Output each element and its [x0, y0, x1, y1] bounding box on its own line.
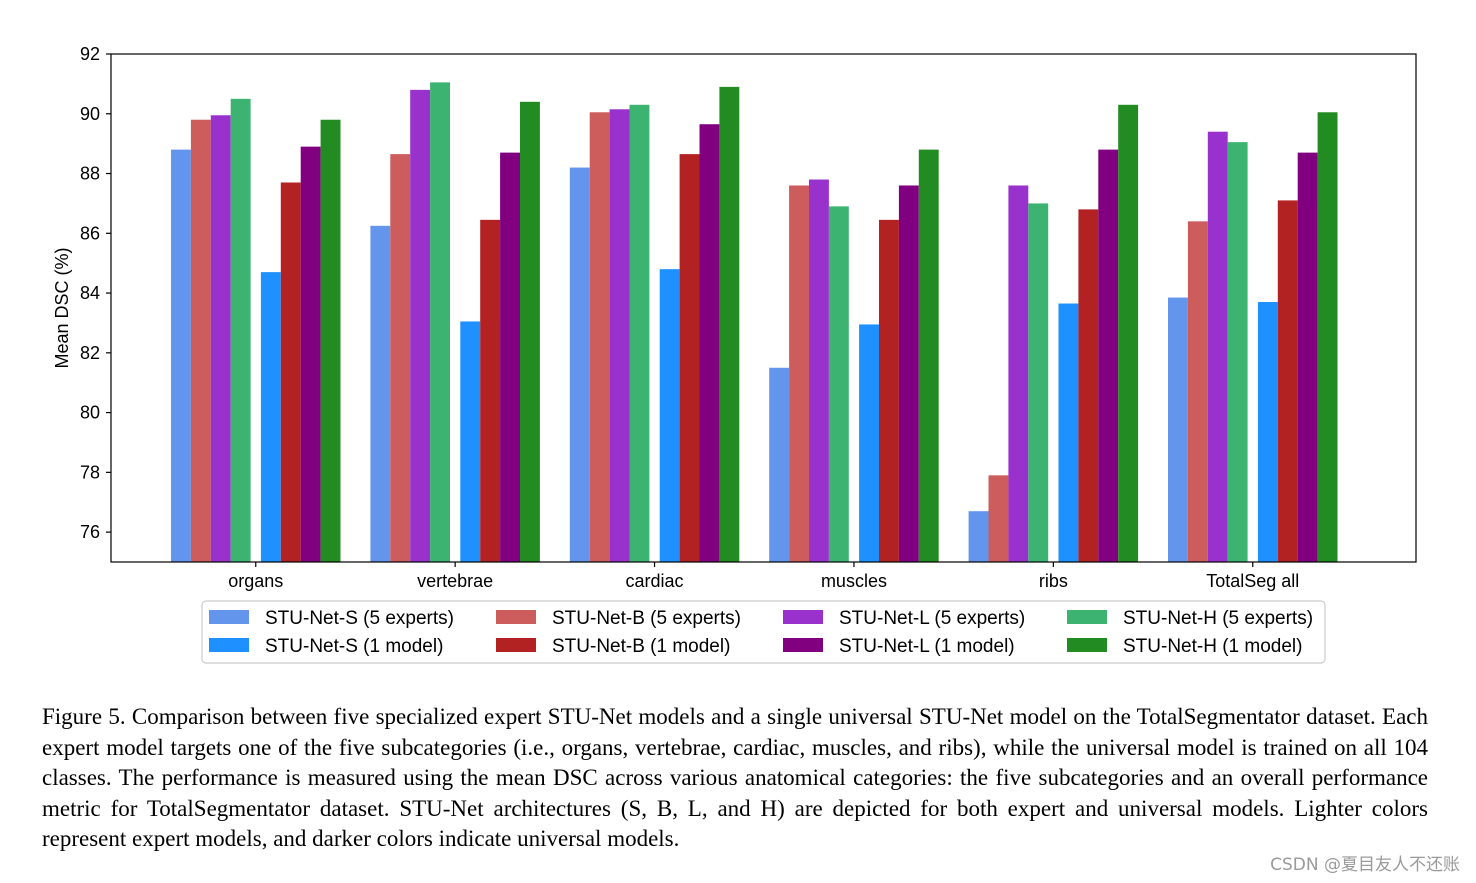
- legend-label: STU-Net-L (5 experts): [839, 608, 1025, 629]
- bar-ribs-series-0: [968, 511, 989, 562]
- legend-swatch: [209, 610, 249, 624]
- plot-frame: [110, 53, 1417, 563]
- bar-vertebrae-series-3: [430, 82, 450, 562]
- bar-muscles-series-5: [879, 219, 899, 562]
- y-tick-label: 84: [80, 283, 100, 303]
- bar-ribs-series-3: [1028, 203, 1049, 562]
- legend-swatch: [1067, 638, 1107, 652]
- bar-cardiac-series-0: [569, 167, 590, 563]
- x-tick-label: organs: [228, 571, 283, 591]
- bar-vertebrae-series-4: [460, 321, 481, 562]
- bar-organs-series-0: [171, 149, 191, 562]
- legend-swatch: [783, 638, 823, 652]
- legend-swatch: [209, 638, 249, 652]
- bar-cardiac-series-7: [719, 86, 740, 563]
- bar-ribs-series-1: [988, 475, 1009, 562]
- bar-ribs-series-2: [1008, 185, 1029, 563]
- legend-swatch: [496, 610, 536, 624]
- x-tick-label: cardiac: [626, 571, 684, 591]
- bar-totalseg-all-series-2: [1207, 131, 1228, 562]
- y-tick-label: 76: [80, 522, 100, 542]
- bar-vertebrae-series-7: [520, 101, 540, 562]
- legend-label: STU-Net-B (5 experts): [552, 608, 741, 629]
- y-axis: 76 78 80 82 84 86 88 90 92: [80, 44, 111, 542]
- bar-organs-series-7: [320, 119, 341, 563]
- bar-muscles-series-7: [918, 149, 939, 562]
- legend-swatch: [496, 638, 536, 652]
- bar-totalseg-all-series-1: [1187, 221, 1208, 562]
- bar-ribs-series-7: [1118, 104, 1139, 563]
- legend-label: STU-Net-H (5 experts): [1123, 608, 1313, 629]
- bar-organs-series-1: [190, 119, 211, 563]
- y-tick-label: 78: [80, 462, 100, 482]
- legend-label: STU-Net-L (1 model): [839, 636, 1015, 657]
- bar-organs-series-6: [300, 146, 321, 562]
- bar-muscles-series-3: [828, 206, 849, 562]
- bar-muscles-series-0: [769, 367, 790, 562]
- bar-ribs-series-4: [1058, 303, 1079, 562]
- bar-ribs-series-6: [1098, 149, 1119, 562]
- x-tick-label: ribs: [1039, 571, 1068, 591]
- bar-vertebrae-series-1: [390, 154, 411, 563]
- x-axis: organs vertebrae cardiac muscles ribs TotalSe…: [228, 562, 1299, 591]
- bar-organs-series-3: [230, 98, 251, 562]
- y-tick-label: 82: [80, 343, 100, 363]
- bar-vertebrae-series-5: [480, 219, 501, 562]
- bar-cardiac-series-1: [589, 112, 610, 563]
- legend-swatch: [1067, 610, 1107, 624]
- x-tick-label: TotalSeg all: [1206, 571, 1299, 591]
- bar-totalseg-all-series-5: [1277, 200, 1298, 563]
- x-tick-label: vertebrae: [417, 571, 493, 591]
- bar-cardiac-series-4: [659, 269, 680, 562]
- bar-cardiac-series-6: [699, 124, 720, 562]
- bar-organs-series-5: [280, 182, 301, 563]
- figure-caption: Figure 5. Comparison between five specia…: [42, 704, 1428, 851]
- legend-label: STU-Net-H (1 model): [1123, 636, 1302, 657]
- y-tick-label: 86: [80, 223, 100, 243]
- y-tick-label: 92: [80, 44, 100, 64]
- legend-label: STU-Net-S (1 model): [265, 636, 443, 657]
- bar-muscles-series-2: [809, 179, 829, 562]
- bar-totalseg-all-series-3: [1227, 142, 1248, 562]
- x-tick-label: muscles: [821, 571, 887, 591]
- bar-cardiac-series-3: [629, 104, 650, 563]
- y-tick-label: 80: [80, 403, 100, 423]
- bar-cardiac-series-5: [679, 154, 700, 563]
- bar-organs-series-4: [260, 272, 281, 562]
- bar-totalseg-all-series-6: [1297, 152, 1318, 563]
- bar-muscles-series-6: [898, 185, 919, 563]
- bar-vertebrae-series-6: [500, 152, 520, 563]
- legend-label: STU-Net-B (1 model): [552, 636, 730, 657]
- legend-label: STU-Net-S (5 experts): [265, 608, 454, 629]
- y-tick-label: 88: [80, 164, 100, 184]
- bar-totalseg-all-series-0: [1168, 297, 1188, 562]
- bar-chart: 76 78 80 82 84 86 88 90 92 organs vertebrae cardia…: [52, 44, 1417, 664]
- legend-swatch: [783, 610, 823, 624]
- bar-organs-series-2: [210, 115, 231, 562]
- watermark: CSDN @夏目友人不还账: [1270, 855, 1460, 875]
- bar-muscles-series-1: [789, 185, 809, 563]
- bar-ribs-series-5: [1078, 209, 1099, 562]
- bar-vertebrae-series-0: [370, 225, 391, 562]
- bar-totalseg-all-series-7: [1317, 112, 1338, 563]
- bar-muscles-series-4: [859, 324, 879, 562]
- bar-totalseg-all-series-4: [1257, 302, 1278, 562]
- y-tick-label: 90: [80, 104, 100, 124]
- y-axis-label: Mean DSC (%): [52, 247, 72, 368]
- legend-frame: [201, 600, 1326, 664]
- legend: STU-Net-S (5 experts) STU-Net-B (5 expert…: [201, 600, 1326, 664]
- bars-group: [171, 82, 1338, 563]
- bar-vertebrae-series-2: [410, 89, 431, 563]
- bar-cardiac-series-2: [609, 109, 630, 562]
